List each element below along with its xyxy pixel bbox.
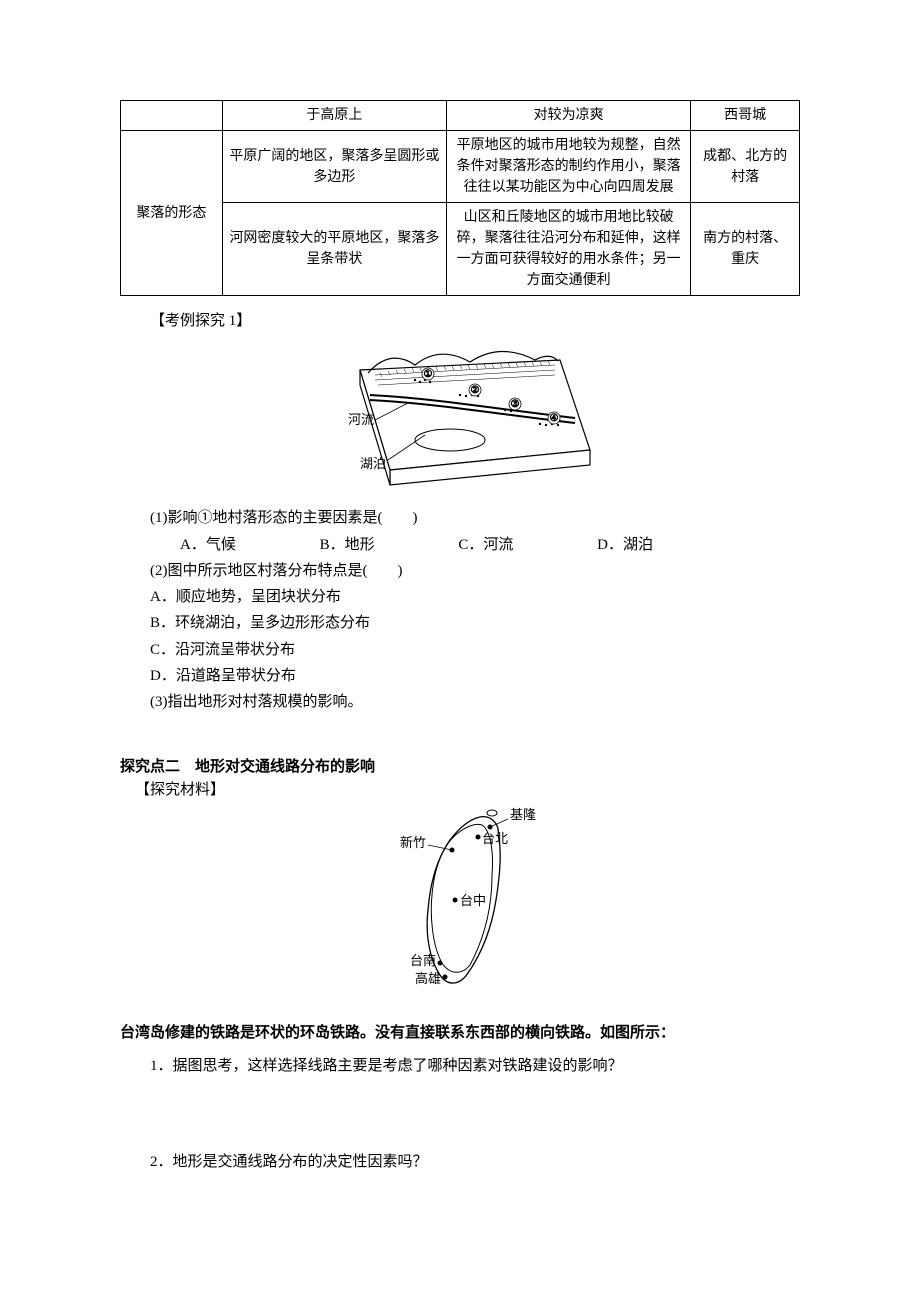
empty-cell	[121, 101, 223, 131]
section-2-title: 探究点二 地形对交通线路分布的影响	[120, 755, 800, 776]
option-d[interactable]: D．湖泊	[567, 532, 653, 558]
q1-2-option-d[interactable]: D．沿道路呈带状分布	[120, 663, 800, 689]
sec2-q1: 1．据图思考，这样选择线路主要是考虑了哪种因素对铁路建设的影响？	[120, 1053, 800, 1079]
label-taibei: 台北	[482, 831, 508, 846]
mark-4: ④	[550, 413, 559, 424]
label-xinzhu: 新竹	[400, 835, 426, 850]
settlement-table: 于高原上 对较为凉爽 西哥城 聚落的形态 平原广阔的地区，聚落多呈圆形或多边形 …	[120, 100, 800, 296]
taiwan-svg: 基隆 台北 新竹 台中 台南 高雄	[370, 805, 550, 1005]
q1-3-stem: (3)指出地形对村落规模的影响。	[120, 689, 800, 715]
q1-1-options: A．气候 B．地形 C．河流 D．湖泊	[120, 532, 800, 558]
lake-label: 湖泊	[360, 456, 386, 471]
cell: 成都、北方的村落	[691, 131, 800, 203]
q1-2-option-c[interactable]: C．沿河流呈带状分布	[120, 637, 800, 663]
q1-2-stem: (2)图中所示地区村落分布特点是( )	[120, 558, 800, 584]
taiwan-caption: 台湾岛修建的铁路是环状的环岛铁路。没有直接联系东西部的横向铁路。如图所示：	[120, 1020, 800, 1046]
taiwan-map: 基隆 台北 新竹 台中 台南 高雄	[120, 805, 800, 1010]
table-row: 聚落的形态 平原广阔的地区，聚落多呈圆形或多边形 平原地区的城市用地较为规整，自…	[121, 131, 800, 203]
mark-2: ②	[471, 385, 480, 396]
table-row: 于高原上 对较为凉爽 西哥城	[121, 101, 800, 131]
sec2-q2: 2．地形是交通线路分布的决定性因素吗？	[120, 1149, 800, 1175]
cell: 平原地区的城市用地较为规整，自然条件对聚落形态的制约作用小，聚落往往以某功能区为…	[446, 131, 690, 203]
example-heading: 【考例探究 1】	[120, 308, 800, 334]
option-b[interactable]: B．地形	[290, 532, 375, 558]
river-label: 河流	[348, 412, 374, 427]
table-row: 河网密度较大的平原地区，聚落多呈条带状 山区和丘陵地区的城市用地比较破碎，聚落往…	[121, 203, 800, 296]
cell: 南方的村落、重庆	[691, 203, 800, 296]
cell: 河网密度较大的平原地区，聚落多呈条带状	[222, 203, 446, 296]
cell: 山区和丘陵地区的城市用地比较破碎，聚落往往沿河分布和延伸，这样一方面可获得较好的…	[446, 203, 690, 296]
cell: 平原广阔的地区，聚落多呈圆形或多边形	[222, 131, 446, 203]
cell: 西哥城	[691, 101, 800, 131]
q1-2-option-b[interactable]: B．环绕湖泊，呈多边形形态分布	[120, 610, 800, 636]
cell: 对较为凉爽	[446, 101, 690, 131]
label-taizhong: 台中	[460, 893, 486, 908]
section-2-subtitle: 【探究材料】	[120, 778, 800, 799]
terrain-diagram: ① ② ③ ④ 河流 湖泊	[120, 340, 800, 495]
cell: 于高原上	[222, 101, 446, 131]
row-header-cell: 聚落的形态	[121, 131, 223, 296]
mark-1: ①	[424, 369, 433, 380]
q1-2-option-a[interactable]: A．顺应地势，呈团块状分布	[120, 584, 800, 610]
q1-1-stem: (1)影响①地村落形态的主要因素是( )	[120, 505, 800, 531]
label-jilong: 基隆	[510, 807, 536, 822]
terrain-svg: ① ② ③ ④ 河流 湖泊	[320, 340, 600, 490]
option-a[interactable]: A．气候	[150, 532, 236, 558]
mark-3: ③	[511, 399, 520, 410]
label-gaoxiong: 高雄	[415, 971, 441, 986]
label-tainan: 台南	[410, 953, 436, 968]
document-page: 于高原上 对较为凉爽 西哥城 聚落的形态 平原广阔的地区，聚落多呈圆形或多边形 …	[0, 0, 920, 1255]
option-c[interactable]: C．河流	[428, 532, 513, 558]
